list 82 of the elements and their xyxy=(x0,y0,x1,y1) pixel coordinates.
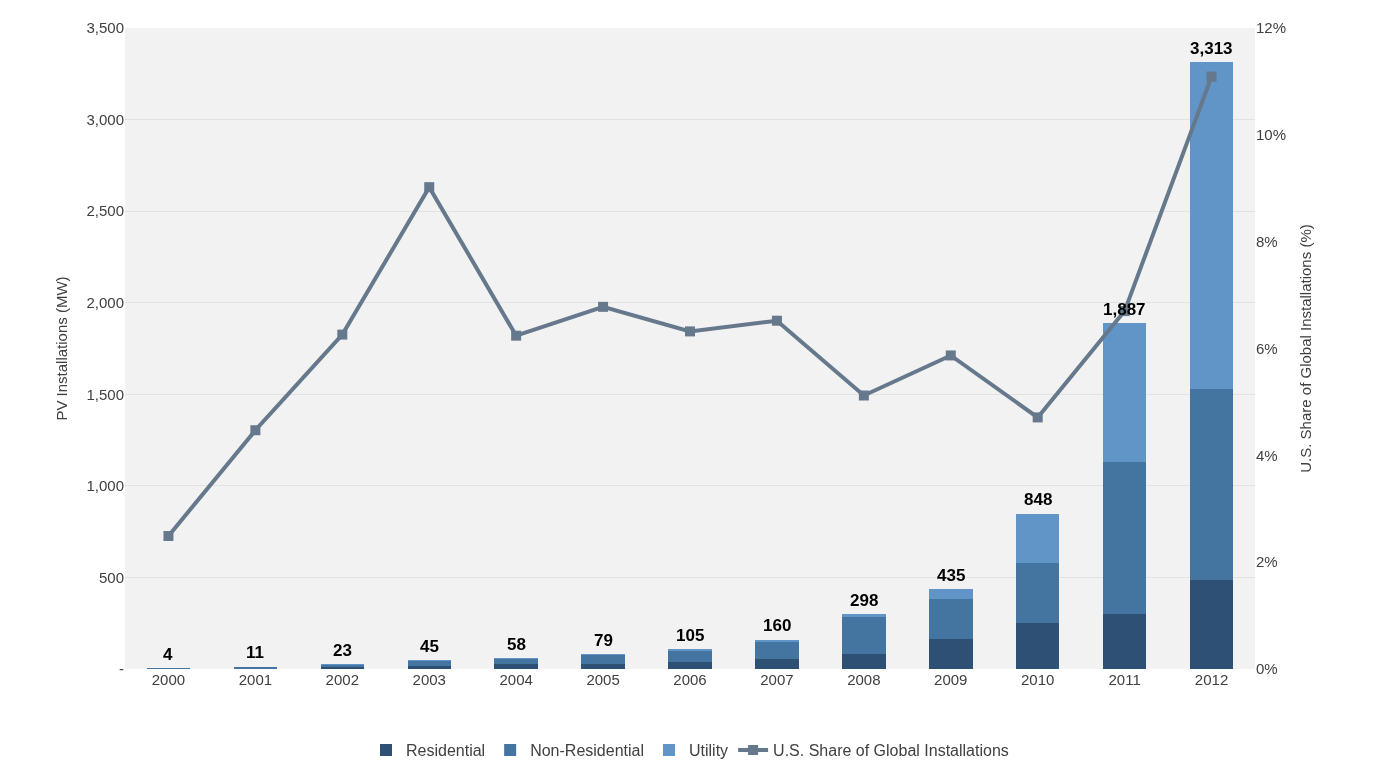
x-tick-label: 2002 xyxy=(325,671,359,688)
y-tick-label: 500 xyxy=(98,568,124,586)
y-tick-label: - xyxy=(119,660,124,678)
bar xyxy=(581,663,625,669)
y-tick-label: 1,000 xyxy=(86,477,124,495)
point xyxy=(598,301,609,312)
x-tick-label: 2011 xyxy=(1108,671,1141,688)
x-tick-label: 2003 xyxy=(412,671,446,688)
point xyxy=(337,329,348,340)
bar xyxy=(1189,579,1234,669)
y2-tick-label: 6% xyxy=(1256,339,1278,357)
y-tick-label: 3,000 xyxy=(86,110,124,128)
x-tick-label: 2005 xyxy=(586,671,620,688)
legend-label: Utility xyxy=(689,742,729,760)
total-label: 3,313 xyxy=(1190,39,1233,58)
y2-tick-label: 2% xyxy=(1256,553,1278,571)
total-label: 23 xyxy=(333,641,352,660)
bar xyxy=(494,664,538,669)
legend-label: Residential xyxy=(406,742,486,760)
bar xyxy=(929,599,973,639)
point xyxy=(1206,71,1217,82)
total-label: 105 xyxy=(676,626,705,645)
bar xyxy=(668,650,712,662)
point xyxy=(685,326,695,337)
total-label: 298 xyxy=(850,591,879,610)
bar xyxy=(1102,461,1147,615)
total-label: 79 xyxy=(594,631,613,650)
x-tick-label: 2012 xyxy=(1194,671,1229,688)
bar xyxy=(1015,622,1060,669)
total-label: 58 xyxy=(507,635,526,654)
y2-tick-label: 12% xyxy=(1256,19,1287,37)
bar xyxy=(494,658,538,665)
point xyxy=(858,390,869,401)
x-tick-label: 2001 xyxy=(238,671,273,688)
bar xyxy=(668,661,712,669)
point xyxy=(250,425,261,436)
legend-label: U.S. Share of Global Installations xyxy=(773,742,1009,760)
point xyxy=(511,330,522,341)
y2-tick-label: 4% xyxy=(1256,446,1278,464)
x-tick-label: 2009 xyxy=(934,671,968,688)
y2-tick-label: 0% xyxy=(1256,660,1278,678)
bar xyxy=(1102,323,1147,462)
total-label: 848 xyxy=(1024,490,1053,509)
y2-axis-title: U.S. Share of Global Installations (%) xyxy=(1297,224,1315,473)
bar xyxy=(1102,614,1147,669)
bar xyxy=(755,641,799,659)
bar xyxy=(755,658,799,669)
y2-tick-label: 8% xyxy=(1256,232,1278,250)
x-tick-label: 2007 xyxy=(760,671,794,688)
point xyxy=(424,182,435,193)
total-label: 435 xyxy=(937,566,966,585)
x-tick-label: 2010 xyxy=(1021,671,1055,688)
bar xyxy=(929,638,973,669)
x-tick-label: 2006 xyxy=(673,671,707,688)
point xyxy=(1032,412,1043,423)
bar xyxy=(1189,62,1234,389)
bar xyxy=(1015,562,1060,623)
y-tick-label: 2,000 xyxy=(86,293,124,311)
y2-tick-label: 10% xyxy=(1256,126,1287,144)
total-label: 11 xyxy=(246,643,264,662)
bar xyxy=(1189,388,1234,580)
bar xyxy=(842,654,886,669)
bar xyxy=(842,614,886,617)
y-tick-label: 3,500 xyxy=(86,19,124,37)
x-tick-label: 2008 xyxy=(847,671,881,688)
bar xyxy=(842,616,886,655)
total-label: 4 xyxy=(163,645,173,664)
x-tick-label: 2000 xyxy=(151,671,186,688)
bar xyxy=(929,589,973,600)
total-label: 160 xyxy=(763,616,792,635)
total-label: 45 xyxy=(420,637,439,656)
legend-label: Non-Residential xyxy=(530,742,644,760)
y-axis-title: PV Installations (MW) xyxy=(52,276,70,421)
bar xyxy=(407,660,451,666)
bar xyxy=(1015,513,1060,563)
y-tick-label: 1,500 xyxy=(86,385,124,403)
y-tick-label: 2,500 xyxy=(86,202,124,220)
bar xyxy=(581,654,625,664)
point xyxy=(771,315,782,326)
point xyxy=(163,530,174,541)
point xyxy=(945,350,956,361)
x-tick-label: 2004 xyxy=(499,671,533,688)
